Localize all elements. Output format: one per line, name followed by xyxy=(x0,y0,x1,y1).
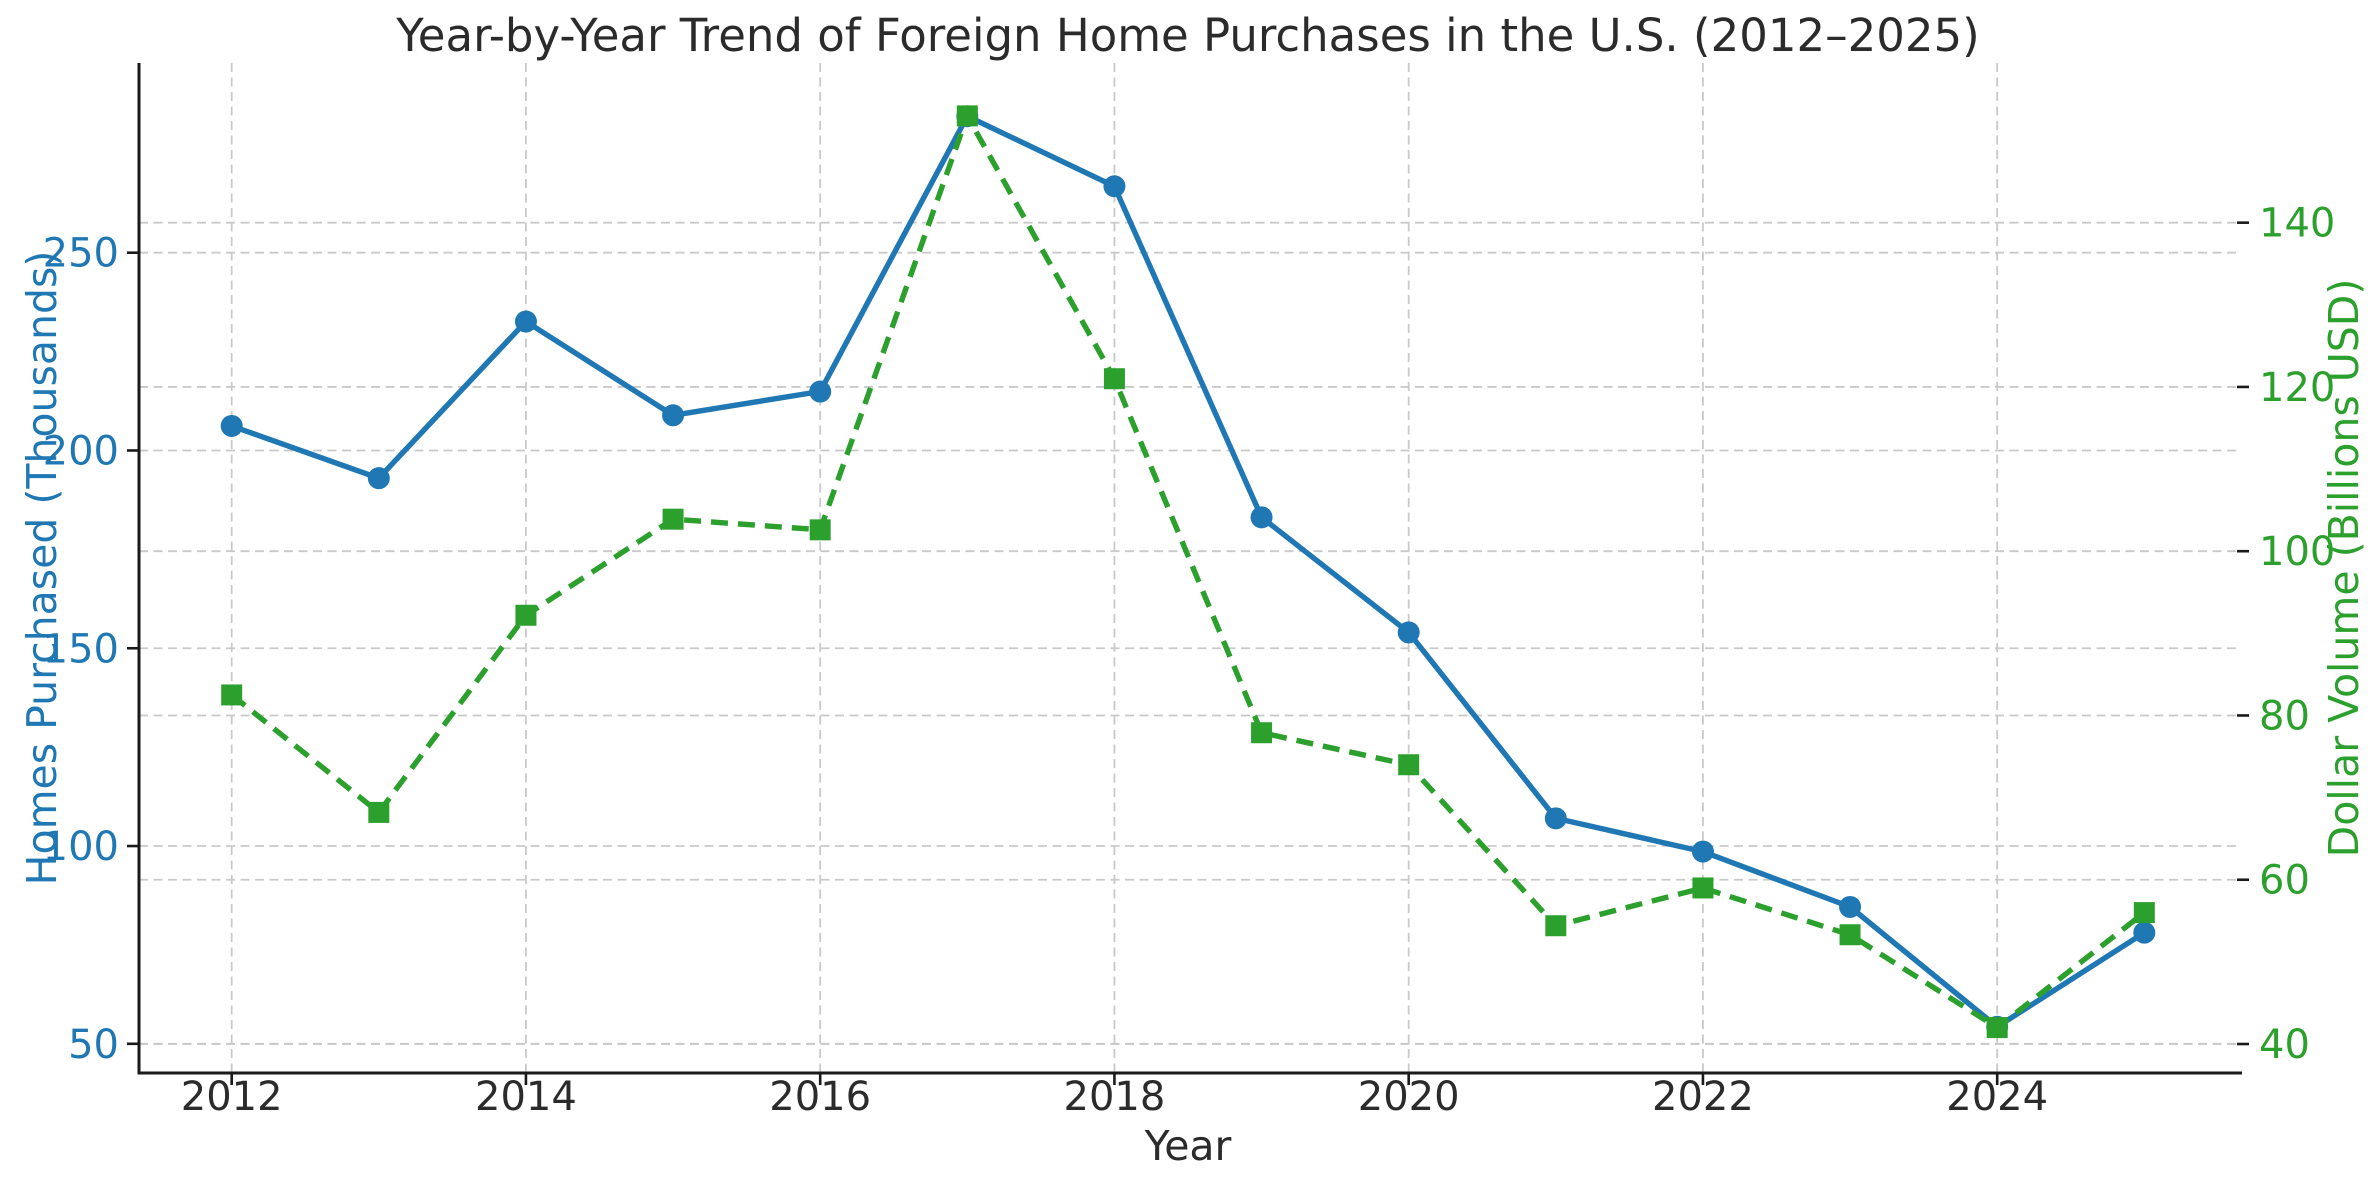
homes-data-point-marker xyxy=(1103,175,1126,198)
x-tick-label: 2014 xyxy=(475,1074,577,1120)
volume-data-point-marker xyxy=(1398,754,1420,776)
volume-data-point-marker xyxy=(809,519,831,541)
left-y-axis-label: Homes Purchased (Thousands) xyxy=(18,250,66,886)
x-tick-label: 2022 xyxy=(1652,1074,1754,1120)
homes-data-point-marker xyxy=(809,380,832,403)
volume-data-point-marker xyxy=(2133,902,2155,924)
volume-series-line xyxy=(230,113,2146,1031)
left-y-tick-label: 100 xyxy=(43,824,119,870)
right-y-tick-label: 100 xyxy=(2259,529,2335,575)
homes-data-point-marker xyxy=(367,467,390,490)
volume-data-point-marker xyxy=(1692,877,1714,899)
left-y-tick-label: 50 xyxy=(68,1022,119,1068)
homes-data-point-marker xyxy=(662,404,685,427)
volume-data-point-marker xyxy=(956,105,978,127)
right-y-axis-label: Dollar Volume (Billions USD) xyxy=(2320,278,2368,858)
homes-data-point-marker xyxy=(1544,807,1567,830)
x-axis-label: Year xyxy=(1144,1122,1232,1170)
left-y-tick-label: 200 xyxy=(43,428,119,474)
volume-data-point-marker xyxy=(1986,1017,2008,1039)
homes-data-point-marker xyxy=(220,414,243,437)
right-y-tick-label: 60 xyxy=(2259,858,2310,904)
left-y-tick-label: 150 xyxy=(43,626,119,672)
homes-data-point-marker xyxy=(1839,895,1862,918)
volume-data-point-marker xyxy=(1545,915,1567,937)
left-y-tick-label: 250 xyxy=(43,231,119,277)
chart-title: Year-by-Year Trend of Foreign Home Purch… xyxy=(396,9,1980,62)
x-tick-label: 2012 xyxy=(181,1074,283,1120)
volume-data-point-marker xyxy=(515,604,537,626)
volume-data-point-marker xyxy=(662,508,684,530)
homes-data-point-marker xyxy=(514,310,537,333)
right-y-tick-label: 140 xyxy=(2259,201,2335,247)
x-tick-label: 2020 xyxy=(1358,1074,1460,1120)
x-tick-label: 2016 xyxy=(769,1074,871,1120)
right-y-tick-label: 80 xyxy=(2259,693,2310,739)
volume-data-point-marker xyxy=(1251,722,1273,744)
right-y-tick-label: 120 xyxy=(2259,365,2335,411)
homes-data-point-marker xyxy=(2133,921,2156,944)
volume-data-point-marker xyxy=(1839,924,1861,946)
homes-data-point-marker xyxy=(1250,506,1273,529)
right-y-tick-label: 40 xyxy=(2259,1022,2310,1068)
homes-data-point-marker xyxy=(1691,840,1714,863)
volume-data-point-marker xyxy=(1103,368,1125,390)
volume-data-point-marker xyxy=(221,684,243,706)
homes-data-point-marker xyxy=(1397,621,1420,644)
x-tick-label: 2024 xyxy=(1946,1074,2048,1120)
homes-series-line xyxy=(230,113,2146,1030)
volume-data-point-marker xyxy=(368,801,390,823)
x-tick-label: 2018 xyxy=(1064,1074,1166,1120)
